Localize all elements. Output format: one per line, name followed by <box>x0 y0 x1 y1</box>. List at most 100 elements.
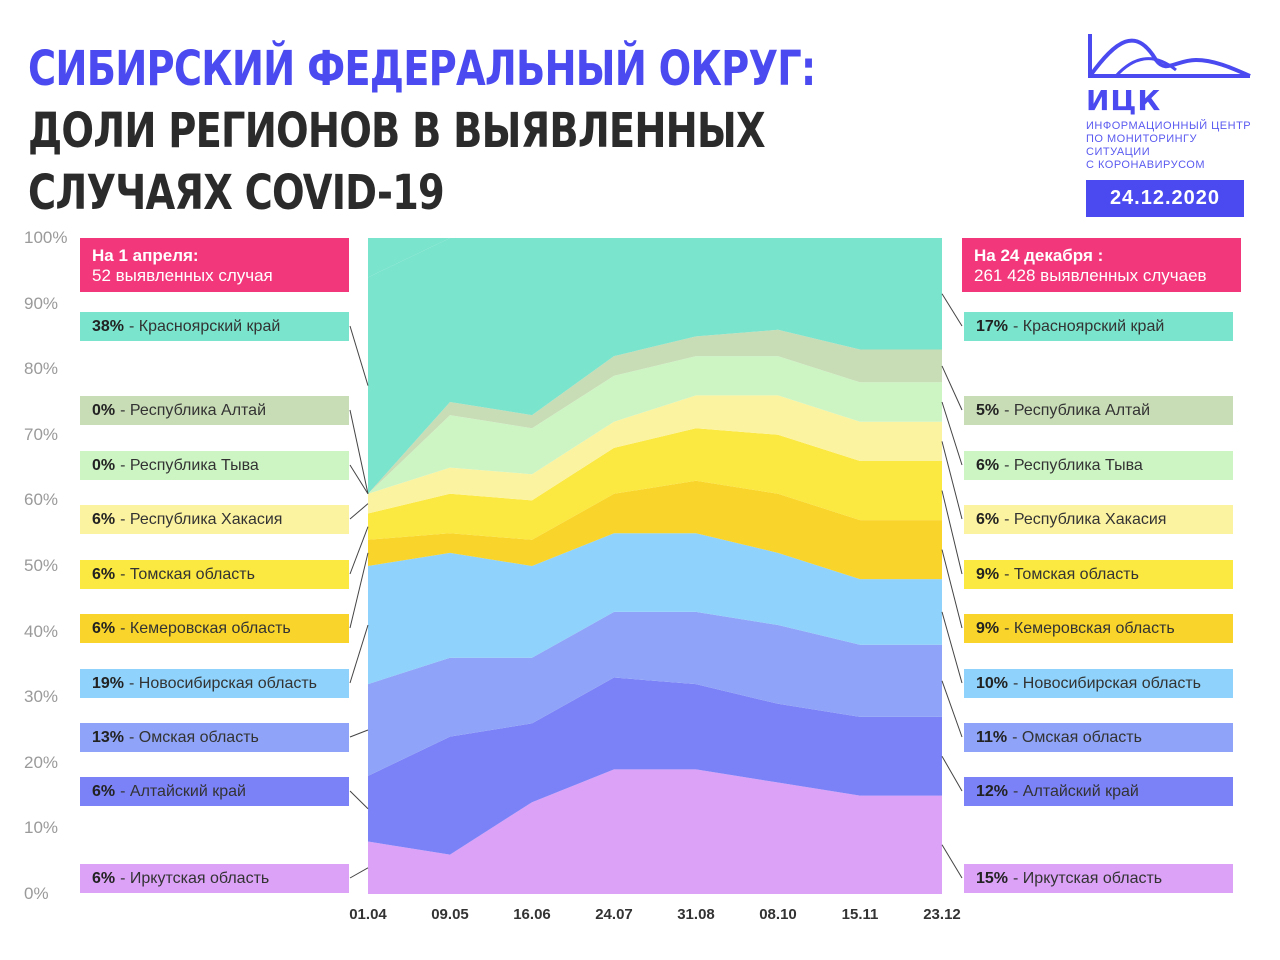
logo: ИЦК ИНФОРМАЦИОННЫЙ ЦЕНТР ПО МОНИТОРИНГУ … <box>1086 30 1256 172</box>
series-percent: 10% <box>976 674 1009 692</box>
area-series <box>368 238 942 494</box>
series-name: - Кемеровская область <box>120 619 291 637</box>
area-series <box>368 395 942 514</box>
area-series <box>368 329 942 494</box>
series-percent: 38% <box>92 317 125 335</box>
right-header: На 24 декабря : 261 428 выявленных случа… <box>962 238 1241 292</box>
series-percent: 6% <box>976 456 1000 474</box>
x-tick-label: 08.10 <box>759 906 797 923</box>
series-name: - Омская область <box>1012 728 1142 746</box>
area-series <box>368 428 942 540</box>
series-percent: 9% <box>976 619 1000 637</box>
area-series <box>368 533 942 685</box>
series-label-left: 6% - Иркутская область <box>80 864 349 893</box>
connector-line <box>349 729 369 738</box>
series-name: - Томская область <box>120 565 255 583</box>
series-percent: 17% <box>976 317 1009 335</box>
series-label-left: 6% - Томская область <box>80 560 349 589</box>
y-tick-label: 10% <box>24 818 59 838</box>
y-tick-label: 30% <box>24 687 59 707</box>
y-tick-label: 40% <box>24 621 59 641</box>
area-series <box>368 769 942 894</box>
series-percent: 6% <box>976 510 1000 528</box>
connector-line <box>941 401 963 466</box>
y-tick-label: 20% <box>24 752 59 772</box>
connector-line <box>349 867 369 879</box>
series-percent: 6% <box>92 782 116 800</box>
date-badge: 24.12.2020 <box>1086 180 1244 217</box>
y-tick-label: 0% <box>24 884 49 903</box>
area-series-top <box>368 238 942 278</box>
connector-line <box>941 755 963 792</box>
connector-line <box>941 365 963 411</box>
series-label-right: 11% - Омская область <box>964 723 1233 752</box>
y-tick-label: 90% <box>24 293 59 313</box>
series-label-left: 6% - Алтайский край <box>80 777 349 806</box>
connector-line <box>349 790 369 810</box>
series-label-left: 0% - Республика Тыва <box>80 451 349 480</box>
series-name: - Кемеровская область <box>1004 619 1175 637</box>
series-name: - Республика Хакасия <box>120 510 283 528</box>
connector-line <box>941 549 963 629</box>
page-title: СИБИРСКИЙ ФЕДЕРАЛЬНЫЙ ОКРУГ: ДОЛИ РЕГИОН… <box>28 38 828 224</box>
series-name: - Республика Алтай <box>120 401 267 419</box>
series-label-left: 0% - Республика Алтай <box>80 396 349 425</box>
series-name: - Красноярский край <box>1013 317 1165 335</box>
x-tick-label: 09.05 <box>431 906 469 923</box>
area-series <box>368 480 942 580</box>
series-label-right: 6% - Республика Тыва <box>964 451 1233 480</box>
series-label-right: 10% - Новосибирская область <box>964 669 1233 698</box>
left-header: На 1 апреля: 52 выявленных случая <box>80 238 349 292</box>
series-name: - Новосибирская область <box>1013 674 1202 692</box>
y-tick-label: 50% <box>24 556 59 575</box>
series-percent: 6% <box>92 565 116 583</box>
y-tick-label: 60% <box>24 490 59 510</box>
x-tick-label: 01.04 <box>349 906 387 923</box>
area-series <box>368 677 942 855</box>
title-accent: СИБИРСКИЙ ФЕДЕРАЛЬНЫЙ ОКРУГ: <box>28 41 816 97</box>
logo-mountain-icon <box>1088 34 1251 78</box>
series-name: - Республика Алтай <box>1004 401 1151 419</box>
connector-line <box>349 409 369 494</box>
connector-line <box>941 293 963 327</box>
x-tick-label: 15.11 <box>841 906 879 923</box>
connector-line <box>941 490 963 575</box>
right-header-title: На 24 декабря : <box>974 246 1104 265</box>
series-name: - Новосибирская область <box>129 674 318 692</box>
connector-line <box>349 464 369 495</box>
series-label-right: 17% - Красноярский край <box>964 312 1233 341</box>
series-label-left: 19% - Новосибирская область <box>80 669 349 698</box>
area-series <box>368 611 942 776</box>
series-label-left: 38% - Красноярский край <box>80 312 349 341</box>
series-name: - Республика Тыва <box>1004 456 1143 474</box>
series-percent: 9% <box>976 565 1000 583</box>
connector-line <box>349 624 369 684</box>
series-name: - Алтайский край <box>1013 782 1139 800</box>
connector-line <box>349 552 369 629</box>
series-percent: 13% <box>92 728 125 746</box>
series-percent: 6% <box>92 510 116 528</box>
connector-line <box>941 611 963 684</box>
series-percent: 6% <box>92 869 116 887</box>
series-label-right: 12% - Алтайский край <box>964 777 1233 806</box>
series-percent: 12% <box>976 782 1009 800</box>
series-label-left: 6% - Кемеровская область <box>80 614 349 643</box>
right-header-count: 261 428 выявленных случаев <box>974 266 1207 285</box>
series-percent: 19% <box>92 674 125 692</box>
series-name: - Омская область <box>129 728 259 746</box>
series-label-left: 6% - Республика Хакасия <box>80 505 349 534</box>
series-name: - Иркутская область <box>1013 869 1163 887</box>
series-name: - Иркутская область <box>120 869 270 887</box>
series-percent: 11% <box>976 728 1008 746</box>
series-label-right: 15% - Иркутская область <box>964 864 1233 893</box>
series-label-right: 9% - Томская область <box>964 560 1233 589</box>
series-percent: 15% <box>976 869 1009 887</box>
connector-line <box>941 441 963 520</box>
title-rest: ДОЛИ РЕГИОНОВ В ВЫЯВЛЕННЫХ СЛУЧАЯХ COVID… <box>28 103 766 221</box>
series-name: - Алтайский край <box>120 782 246 800</box>
x-tick-label: 16.06 <box>513 906 551 923</box>
left-header-count: 52 выявленных случая <box>92 266 273 285</box>
x-tick-label: 24.07 <box>595 906 633 923</box>
series-name: - Томская область <box>1004 565 1139 583</box>
series-percent: 0% <box>92 401 116 419</box>
